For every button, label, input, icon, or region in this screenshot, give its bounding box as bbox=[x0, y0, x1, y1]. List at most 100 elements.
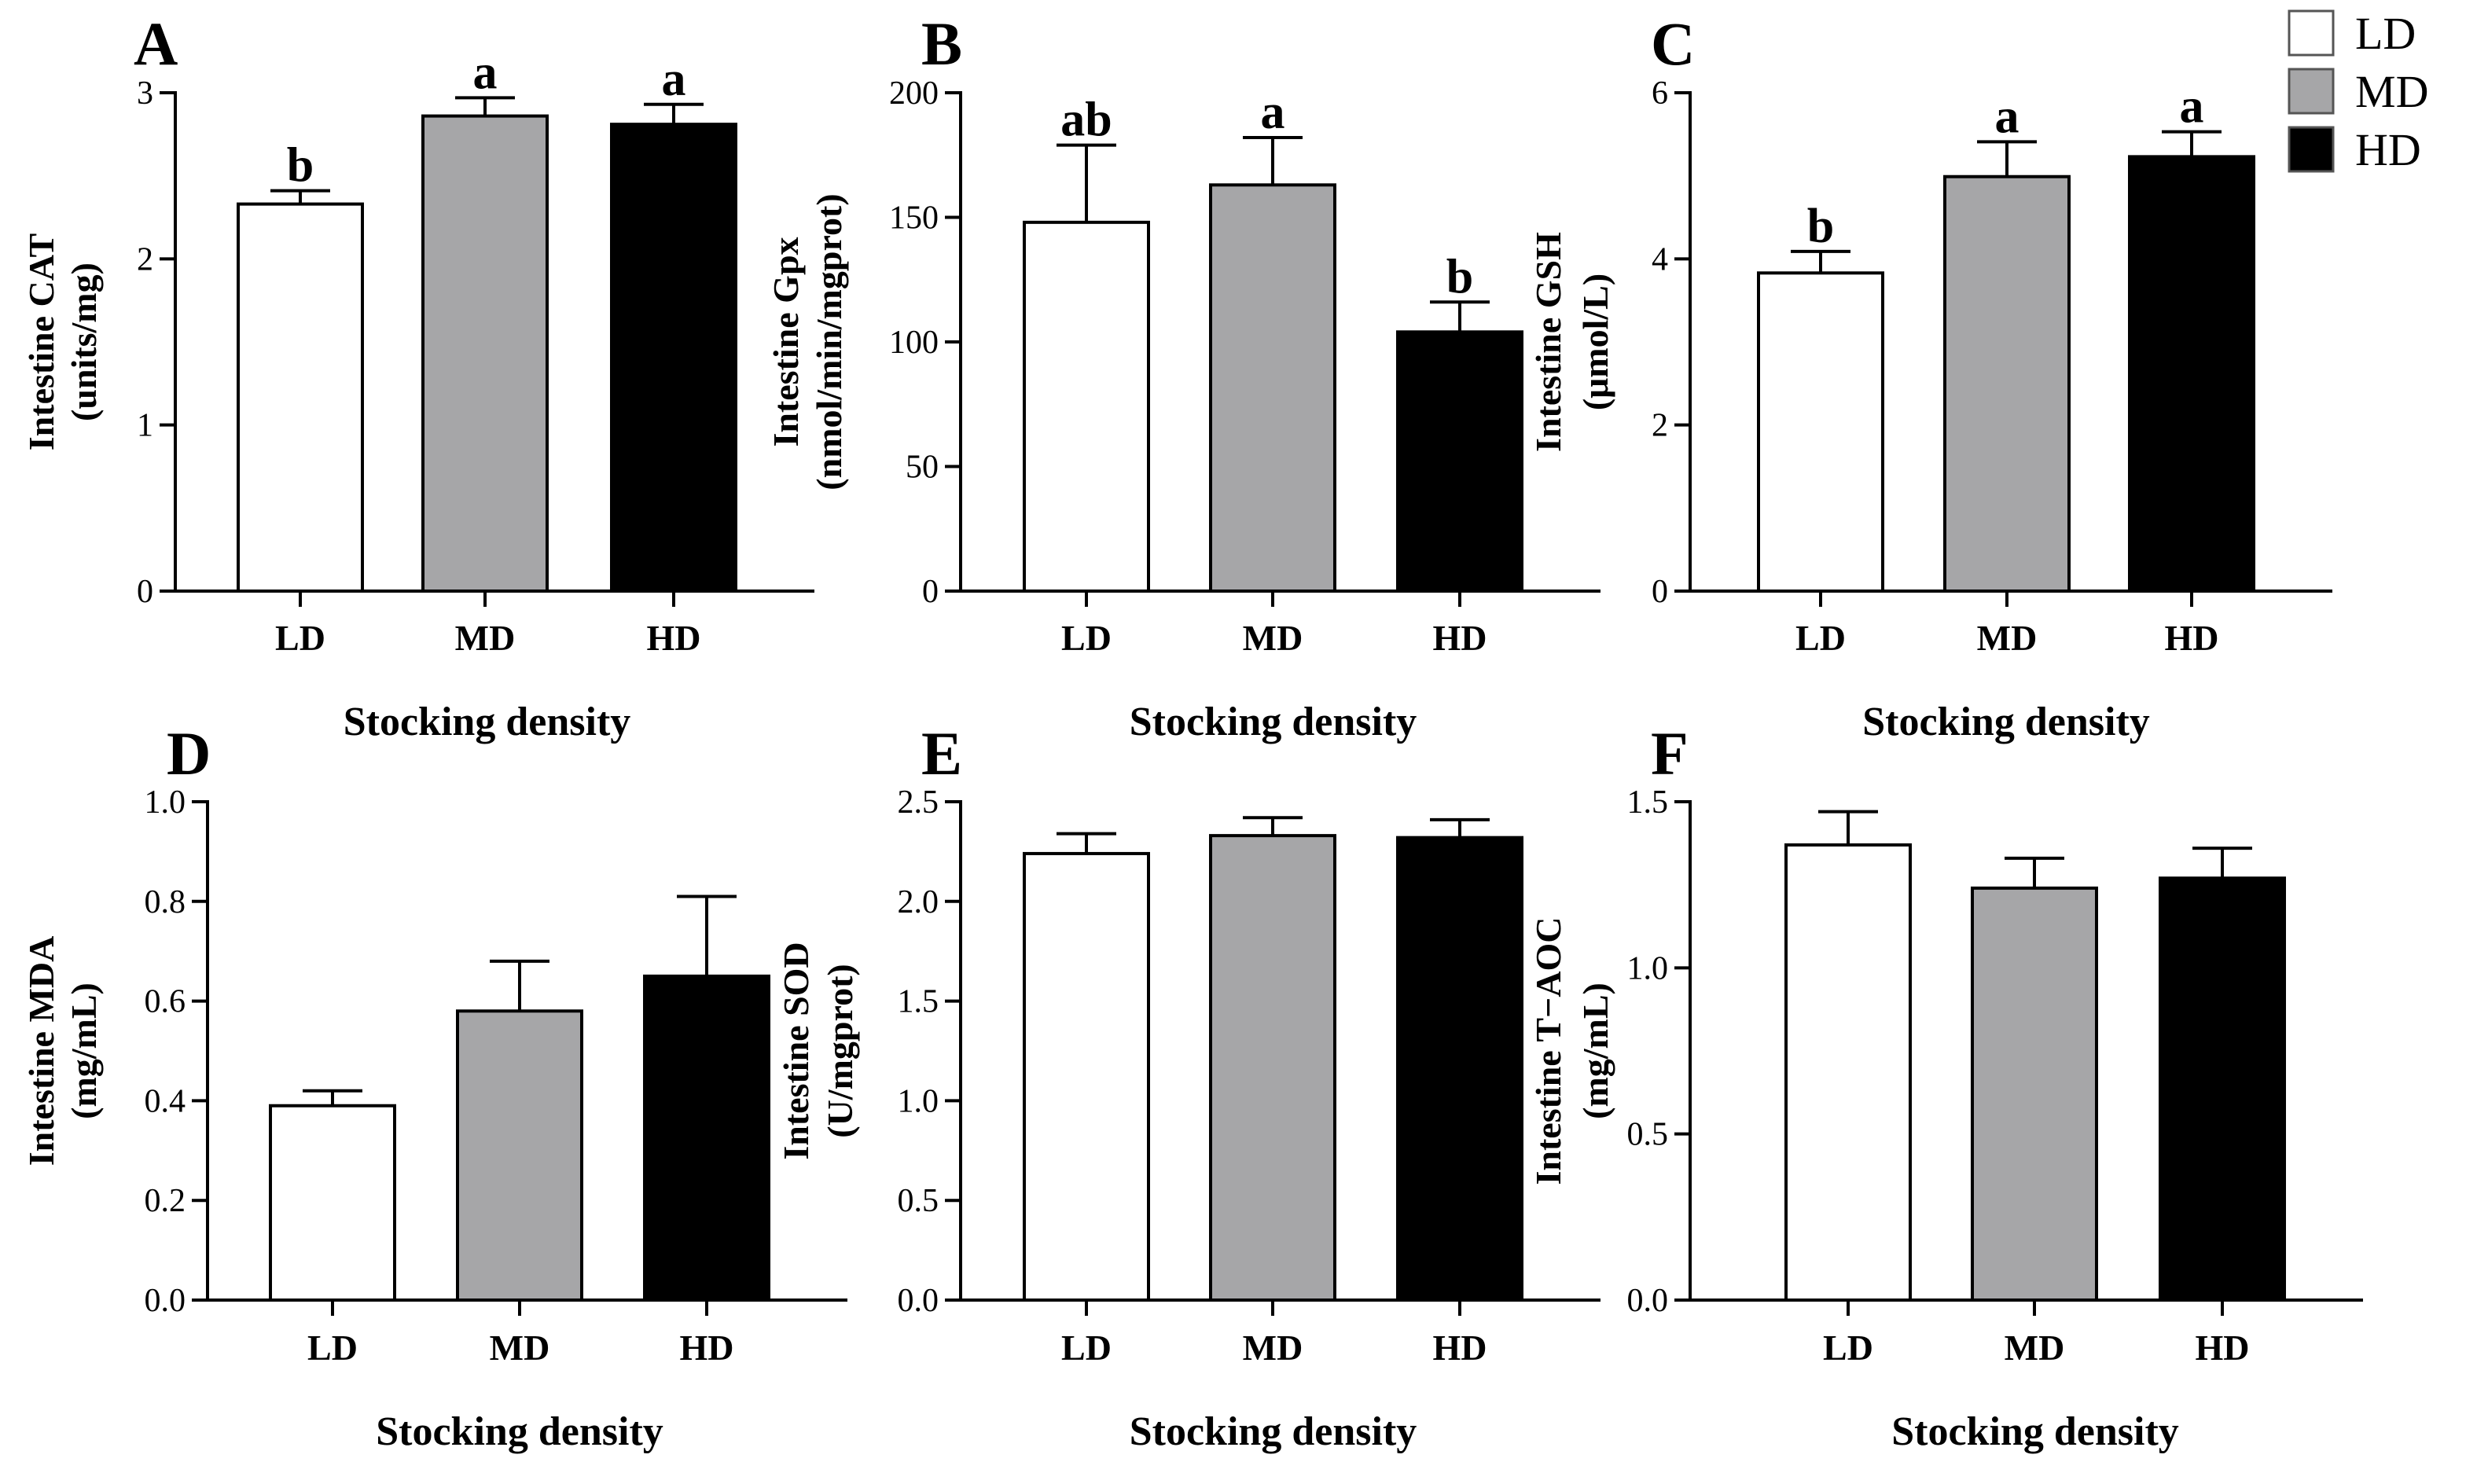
bar-md bbox=[421, 114, 549, 593]
y-tick-label: 1.5 bbox=[898, 984, 939, 1020]
bar-hd bbox=[1396, 330, 1523, 593]
bar-ld bbox=[1784, 843, 1912, 1302]
significance-label: b bbox=[1446, 250, 1473, 303]
category-label: HD bbox=[2165, 618, 2219, 658]
significance-label: a bbox=[473, 46, 498, 99]
y-tick-label: 2 bbox=[137, 241, 153, 277]
y-tick-label: 0.8 bbox=[145, 884, 186, 920]
y-tick-label: 0.0 bbox=[1627, 1283, 1669, 1319]
y-tick-label: 0 bbox=[1652, 574, 1668, 610]
y-tick-label: 6 bbox=[1652, 75, 1668, 112]
bar-hd bbox=[610, 123, 737, 593]
category-label: MD bbox=[1243, 618, 1303, 658]
y-tick-label: 0.5 bbox=[898, 1183, 939, 1219]
y-axis-title: Intestine GSH bbox=[1528, 232, 1568, 452]
y-tick-label: 100 bbox=[889, 325, 939, 361]
legend-swatch bbox=[2288, 126, 2335, 173]
legend-item-ld: LD bbox=[2288, 8, 2416, 59]
legend: LD MD HD bbox=[2288, 8, 2428, 175]
category-label: LD bbox=[1061, 618, 1112, 658]
panel-letter: B bbox=[921, 9, 962, 78]
category-label: HD bbox=[680, 1328, 734, 1368]
y-tick-label: 4 bbox=[1652, 241, 1668, 277]
category-label: MD bbox=[1243, 1328, 1303, 1368]
significance-label: a bbox=[662, 53, 686, 106]
panel-letter: F bbox=[1651, 719, 1689, 788]
panel-f: F LD MD HD 0.0 0.5 1.0 1.5 Stocking density Intes… bbox=[1528, 719, 2363, 1454]
panel-c: Cb LD a MD a HD 0 2 4 6 Stocking density Intestine … bbox=[1528, 9, 2332, 744]
x-axis-title: Stocking density bbox=[344, 700, 631, 744]
significance-label: a bbox=[1261, 86, 1285, 139]
panel-letter: C bbox=[1651, 9, 1695, 78]
category-label: HD bbox=[1433, 618, 1487, 658]
y-tick-label: 2.5 bbox=[898, 784, 939, 821]
y-axis-title: Intestine MDA bbox=[21, 936, 61, 1166]
y-tick-label: 2 bbox=[1652, 408, 1668, 444]
y-tick-label: 0.4 bbox=[145, 1083, 186, 1119]
panels: Ab LD a MD a HD 0 1 2 3 Stocking density Intestine … bbox=[21, 9, 2363, 1454]
y-tick-label: 50 bbox=[906, 450, 939, 486]
y-tick-label: 150 bbox=[889, 200, 939, 237]
category-label: HD bbox=[1433, 1328, 1487, 1368]
bar-hd bbox=[2159, 876, 2286, 1302]
panel-b: Bab LD a MD b HD 0 50 100 150 200 Stocking density I… bbox=[766, 9, 1601, 744]
bar-ld bbox=[1023, 851, 1150, 1302]
x-axis-title: Stocking density bbox=[1862, 700, 2150, 744]
y-tick-label: 3 bbox=[137, 75, 153, 112]
legend-label: HD bbox=[2355, 124, 2421, 175]
bar-ld bbox=[1023, 220, 1150, 593]
category-label: HD bbox=[647, 618, 701, 658]
category-label: LD bbox=[1795, 618, 1846, 658]
y-axis-title: Intestine Gpx bbox=[766, 237, 806, 446]
category-label: HD bbox=[2196, 1328, 2250, 1368]
bar-md bbox=[456, 1009, 583, 1302]
category-label: LD bbox=[275, 618, 325, 658]
y-tick-label: 0.2 bbox=[145, 1183, 186, 1219]
category-label: MD bbox=[1977, 618, 2038, 658]
y-tick-label: 200 bbox=[889, 75, 939, 112]
bar-ld bbox=[269, 1104, 396, 1302]
y-tick-label: 1.5 bbox=[1627, 784, 1669, 821]
bar-ld bbox=[1757, 271, 1884, 593]
bar-hd bbox=[2128, 155, 2255, 593]
legend-label: MD bbox=[2355, 66, 2428, 117]
panel-d: D LD MD HD 0.0 0.2 0.4 0.6 0.8 1.0 Stocking densit… bbox=[21, 719, 847, 1454]
y-axis-unit: (mg/mL) bbox=[64, 983, 104, 1119]
y-axis-unit: (units/mg) bbox=[64, 263, 104, 421]
y-axis-unit: (μmol/L) bbox=[1575, 274, 1615, 410]
significance-label: a bbox=[2180, 80, 2204, 134]
y-tick-label: 1.0 bbox=[1627, 950, 1669, 986]
bar-md bbox=[1971, 886, 2098, 1302]
category-label: LD bbox=[307, 1328, 358, 1368]
legend-swatch bbox=[2288, 68, 2335, 115]
y-tick-label: 0.0 bbox=[145, 1283, 186, 1319]
category-label: MD bbox=[455, 618, 516, 658]
y-axis-unit: (nmol/min/mgprot) bbox=[809, 193, 849, 490]
panel-e: E LD MD HD 0.0 0.5 1.0 1.5 2.0 2.5 Stocking densit… bbox=[776, 719, 1601, 1454]
panel-letter: A bbox=[134, 9, 178, 78]
bar-md bbox=[1943, 174, 2071, 593]
category-label: MD bbox=[490, 1328, 550, 1368]
panel-a: Ab LD a MD a HD 0 1 2 3 Stocking density Intestine … bbox=[21, 9, 814, 744]
y-tick-label: 1.0 bbox=[898, 1083, 939, 1119]
bar-md bbox=[1209, 183, 1336, 593]
y-tick-label: 0.5 bbox=[1627, 1117, 1669, 1153]
y-axis-title: Intestine T−AOC bbox=[1528, 916, 1568, 1185]
significance-label: a bbox=[1995, 90, 2019, 143]
y-tick-label: 0.6 bbox=[145, 984, 186, 1020]
panel-letter: E bbox=[921, 719, 962, 788]
y-tick-label: 0 bbox=[137, 574, 153, 610]
legend-item-hd: HD bbox=[2288, 124, 2421, 175]
legend-label: LD bbox=[2355, 8, 2416, 59]
bar-md bbox=[1209, 834, 1336, 1302]
y-tick-label: 1 bbox=[137, 408, 153, 444]
y-tick-label: 0 bbox=[922, 574, 939, 610]
y-tick-label: 2.0 bbox=[898, 884, 939, 920]
y-axis-unit: (mg/mL) bbox=[1575, 983, 1615, 1119]
category-label: MD bbox=[2005, 1328, 2065, 1368]
x-axis-title: Stocking density bbox=[1891, 1409, 2179, 1454]
significance-label: ab bbox=[1060, 94, 1112, 147]
y-axis-title: Intestine CAT bbox=[21, 233, 61, 450]
panel-letter: D bbox=[167, 719, 211, 788]
